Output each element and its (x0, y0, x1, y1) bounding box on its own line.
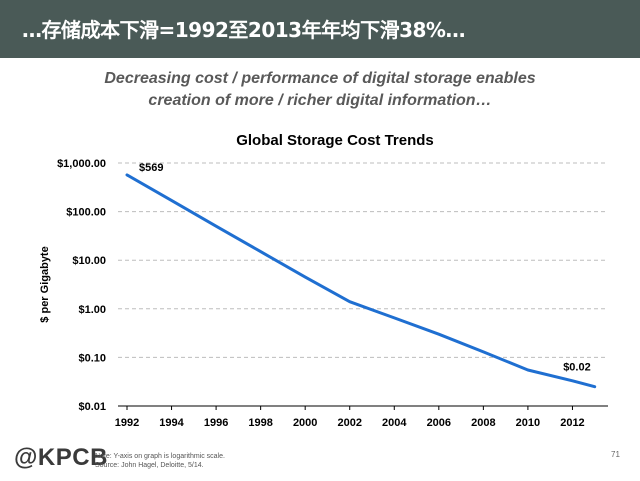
y-tick-label: $1,000.00 (57, 158, 106, 170)
x-tick-label: 1998 (248, 417, 272, 429)
header-bar: …存储成本下滑=1992至2013年年均下滑38%… (0, 0, 640, 58)
series-line (125, 173, 597, 389)
page-number: 71 (611, 450, 620, 459)
footnote-scale: Note: Y-axis on graph is logarithmic sca… (95, 453, 225, 460)
chart-title: Global Storage Cost Trends (236, 132, 434, 149)
y-axis-label: $ per Gigabyte (39, 246, 51, 322)
x-tick-label: 2006 (427, 417, 451, 429)
x-tick-label: 1996 (204, 417, 228, 429)
y-tick-label: $0.01 (78, 401, 106, 413)
kpcb-logo: @KPCB (14, 444, 108, 471)
x-tick-label: 2008 (471, 417, 495, 429)
slide-title: …存储成本下滑=1992至2013年年均下滑38%… (22, 18, 465, 42)
y-tick-label: $0.10 (78, 352, 106, 364)
x-tick-label: 1994 (159, 417, 184, 429)
x-tick-label: 2010 (516, 417, 540, 429)
x-tick-label: 2002 (337, 417, 361, 429)
footnote-source: Source: John Hagel, Deloitte, 5/14. (95, 462, 204, 469)
y-tick-label: $10.00 (72, 255, 106, 267)
y-tick-label: $100.00 (66, 207, 106, 219)
y-tick-label: $1.00 (78, 304, 106, 316)
subtitle-line-1: Decreasing cost / performance of digital… (104, 70, 536, 87)
x-tick-label: 2000 (293, 417, 317, 429)
x-tick-label: 2004 (382, 417, 407, 429)
x-tick-label: 1992 (115, 417, 139, 429)
data-label: $569 (139, 162, 163, 174)
subtitle-line-2: creation of more / richer digital inform… (148, 92, 492, 109)
data-label: $0.02 (563, 362, 591, 374)
x-tick-label: 2012 (560, 417, 584, 429)
